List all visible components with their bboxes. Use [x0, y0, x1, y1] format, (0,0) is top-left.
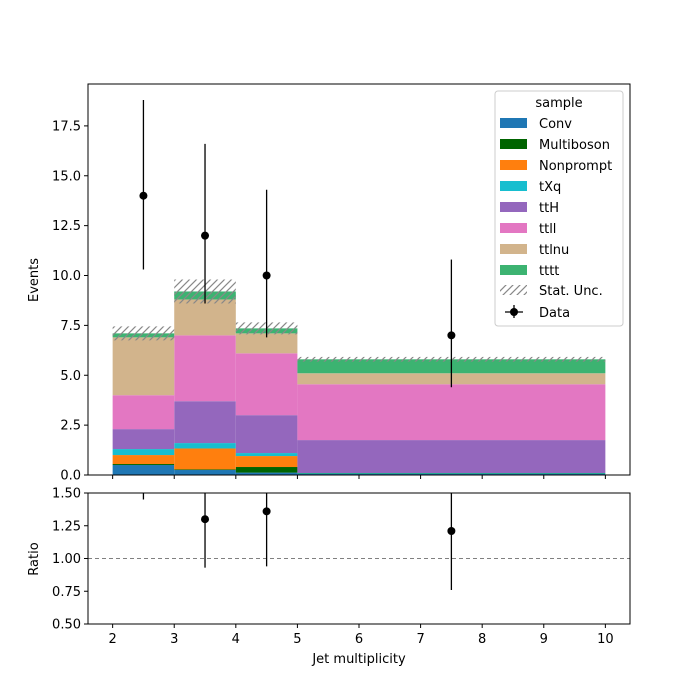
main-y-tick-label: 5.0: [60, 369, 81, 384]
main-y-axis-label: Events: [27, 258, 42, 302]
legend-label-tth: ttH: [539, 201, 559, 216]
x-tick-label: 4: [232, 632, 240, 647]
ratio-axes-frame: [87, 492, 631, 625]
x-tick-label: 5: [293, 632, 301, 647]
legend-swatch-tth: [500, 202, 527, 212]
legend-item-stat-unc: Stat. Unc.: [500, 284, 603, 299]
legend-label-tttt: tttt: [539, 264, 559, 279]
bar-conv-bin-0: [112, 465, 175, 475]
legend-swatch-txq: [500, 181, 527, 191]
legend-label-ttlnu: ttlnu: [539, 243, 569, 258]
legend-swatch-ttlnu: [500, 244, 527, 254]
ratio-points: [142, 493, 456, 590]
main-y-tick-label: 2.5: [60, 419, 81, 434]
legend-swatch-multiboson: [500, 139, 527, 149]
main-y-tick-label: 0.0: [60, 469, 81, 484]
data-points: [139, 99, 456, 388]
bar-tth-bin-2: [235, 415, 298, 454]
legend-item-data: Data: [505, 305, 570, 321]
data-point-0: [139, 191, 148, 200]
bar-conv-bin-2: [235, 472, 298, 475]
bar-ttlnu-bin-2: [235, 333, 298, 354]
x-tick-label: 2: [108, 632, 116, 647]
bar-multiboson-bin-2: [235, 467, 298, 473]
legend-swatch-data-marker: [510, 308, 518, 316]
x-axis-label: Jet multiplicity: [311, 652, 406, 667]
stat-unc-bin-0: [112, 326, 175, 341]
ratio-y-tick-label: 0.75: [52, 585, 81, 600]
legend-swatch-ttll: [500, 223, 527, 233]
legend-swatch-conv: [500, 118, 527, 128]
main-y-tick-label: 17.5: [52, 119, 81, 134]
ratio-y-tick-label: 1.25: [52, 519, 81, 534]
bar-txq-bin-0: [112, 449, 175, 456]
bar-ttlnu-bin-1: [174, 299, 236, 336]
x-tick-label: 6: [355, 632, 363, 647]
bar-ttll-bin-3: [297, 384, 606, 441]
ratio-point-1: [201, 515, 210, 524]
bar-ttll-bin-2: [235, 353, 298, 416]
legend-label-multiboson: Multiboson: [539, 138, 610, 153]
legend-swatch-stat-unc: [500, 285, 527, 295]
legend-swatch-nonprompt: [500, 160, 527, 170]
bar-nonprompt-bin-2: [235, 456, 298, 468]
main-y-tick-label: 15.0: [52, 169, 81, 184]
bar-tth-bin-0: [112, 429, 175, 450]
x-tick-label: 9: [540, 632, 548, 647]
bar-ttll-bin-1: [174, 335, 236, 402]
bar-multiboson-bin-0: [112, 464, 175, 466]
x-tick-label: 7: [416, 632, 424, 647]
bar-txq-bin-2: [235, 453, 298, 457]
bar-tth-bin-3: [297, 440, 606, 474]
main-x-ticks: [112, 475, 606, 479]
data-point-3: [447, 331, 456, 340]
bar-tth-bin-1: [174, 401, 236, 444]
legend-label-ttll: ttll: [539, 222, 556, 237]
ratio-point-2: [262, 507, 271, 516]
bar-txq-bin-1: [174, 443, 236, 449]
legend-label-conv: Conv: [539, 117, 572, 132]
bar-nonprompt-bin-1: [174, 448, 236, 470]
x-tick-label: 8: [478, 632, 486, 647]
legend-label-stat-unc: Stat. Unc.: [539, 284, 603, 299]
legend-swatch-tttt: [500, 265, 527, 275]
legend: sample Conv Multiboson Nonprompt tXq ttH ttll…: [494, 90, 624, 327]
data-point-1: [201, 231, 210, 240]
ratio-x-ticks: 2 3 4 5 6 7 8 9 10: [108, 624, 614, 647]
legend-title: sample: [535, 96, 582, 111]
ratio-y-axis-label: Ratio: [27, 542, 42, 575]
main-panel: 0.0 2.5 5.0 7.5 10.0 12.5 15.0 17.5 Events: [27, 83, 631, 484]
legend-label-nonprompt: Nonprompt: [539, 159, 612, 174]
legend-label-data: Data: [539, 306, 570, 321]
x-tick-label: 3: [170, 632, 178, 647]
bar-ttll-bin-0: [112, 395, 175, 430]
bar-ttlnu-bin-0: [112, 337, 175, 396]
ratio-panel: 0.50 0.75 1.00 1.25 1.50 2 3 4 5 6 7 8 9 10 Ratio Je…: [27, 487, 631, 667]
main-y-tick-label: 7.5: [60, 319, 81, 334]
bar-txq-bin-3: [297, 473, 606, 474]
bar-nonprompt-bin-0: [112, 455, 175, 465]
legend-label-txq: tXq: [539, 180, 561, 195]
bar-conv-bin-1: [174, 470, 236, 475]
bar-multiboson-bin-1: [174, 469, 236, 471]
ratio-y-tick-label: 1.50: [52, 487, 81, 502]
main-y-tick-label: 12.5: [52, 219, 81, 234]
main-y-ticks: 0.0 2.5 5.0 7.5 10.0 12.5 15.0 17.5: [52, 119, 88, 484]
main-y-tick-label: 10.0: [52, 269, 81, 284]
ratio-y-tick-label: 0.50: [52, 618, 81, 633]
ratio-y-tick-label: 1.00: [52, 552, 81, 567]
x-tick-label: 10: [597, 632, 614, 647]
ratio-point-3: [447, 526, 456, 535]
ratio-y-ticks: 0.50 0.75 1.00 1.25 1.50: [52, 487, 88, 633]
data-point-2: [262, 271, 271, 280]
